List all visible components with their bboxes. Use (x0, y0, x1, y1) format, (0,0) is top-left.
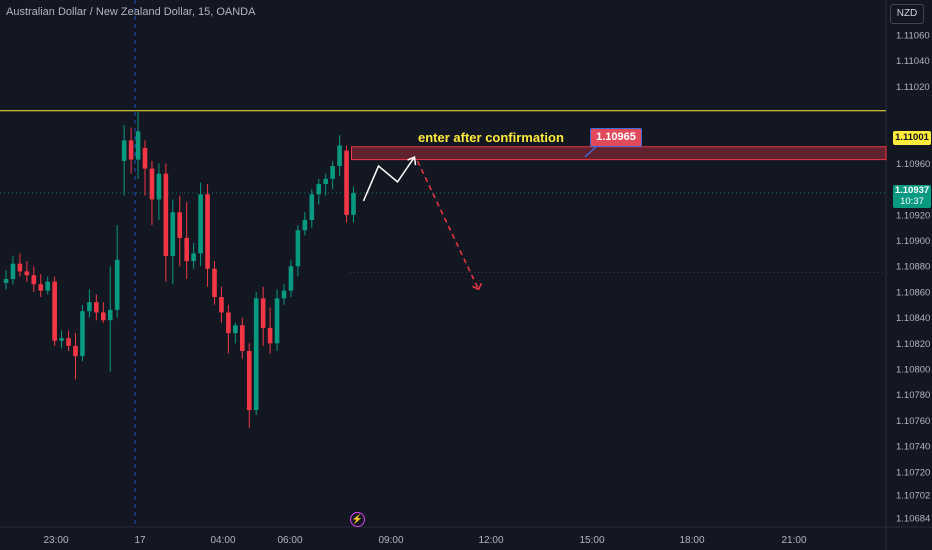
candle-body (219, 297, 224, 313)
candle-body (128, 140, 134, 160)
y-tick-label: 1.10684 (896, 514, 930, 525)
x-tick-label: 09:00 (378, 535, 403, 546)
candle-body (309, 194, 315, 220)
horizontal-level-price-tag: 1.11001 (893, 131, 931, 145)
candle-body (107, 309, 113, 321)
target-price-callout[interactable]: 1.10965 (590, 128, 642, 147)
candle-body (337, 145, 342, 167)
currency-button[interactable]: NZD (890, 4, 924, 24)
bar-countdown: 10:37 (900, 195, 924, 207)
candles-layer (3, 112, 356, 429)
candle-body (205, 194, 210, 269)
candle-body (316, 184, 322, 195)
candle-body (212, 268, 217, 298)
candle-body (260, 298, 266, 328)
y-tick-label: 1.10840 (896, 313, 930, 324)
candle-body (94, 302, 99, 313)
resistance-zone (351, 146, 887, 161)
y-tick-label: 1.10702 (896, 490, 930, 501)
candle-body (226, 312, 231, 334)
candle-body (156, 173, 162, 200)
candle-body (31, 275, 37, 285)
y-tick-label: 1.10760 (896, 416, 930, 427)
candle-body (246, 351, 252, 411)
candle-body (295, 230, 301, 267)
candle-body (135, 131, 141, 160)
candle-body (17, 263, 23, 272)
annotation-text[interactable]: enter after confirmation (418, 130, 564, 145)
candle-body (66, 338, 71, 346)
projection-down-arrowhead (472, 283, 483, 291)
candle-body (170, 212, 176, 256)
candle-body (45, 281, 50, 291)
y-tick-label: 1.10900 (896, 236, 930, 247)
candle-body (52, 281, 57, 341)
drawings-layer (0, 110, 887, 291)
candle-body (281, 290, 287, 299)
x-tick-label: 12:00 (478, 535, 503, 546)
candle-body (10, 263, 16, 280)
y-tick-label: 1.10880 (896, 262, 930, 273)
candle-body (184, 237, 189, 262)
projection-down-path (416, 160, 480, 290)
candle-body (198, 194, 203, 254)
candle-body (163, 173, 169, 256)
x-tick-label: 04:00 (210, 535, 235, 546)
candle-body (80, 311, 85, 357)
last-price-value: 1.10937 (894, 185, 930, 196)
projection-up-arrowhead (407, 155, 417, 166)
candle-body (240, 325, 245, 352)
candle-body (267, 327, 273, 344)
candle-body (38, 284, 44, 291)
candle-body (233, 325, 238, 334)
candle-body (330, 166, 335, 179)
y-tick-label: 1.10740 (896, 442, 930, 453)
candle-body (24, 271, 30, 276)
x-tick-label: 21:00 (781, 535, 806, 546)
candle-body (149, 168, 155, 200)
x-tick-label: 23:00 (43, 535, 68, 546)
y-tick-label: 1.11040 (896, 56, 930, 67)
lightning-icon[interactable]: ⚡ (350, 512, 365, 527)
y-tick-label: 1.11020 (896, 82, 930, 93)
candle-body (3, 279, 9, 283)
candle-body (87, 302, 92, 312)
y-tick-label: 1.10960 (896, 159, 930, 170)
y-tick-label: 1.10800 (896, 364, 930, 375)
candle-body (101, 312, 106, 321)
x-tick-label: 06:00 (277, 535, 302, 546)
y-tick-label: 1.11060 (896, 31, 930, 42)
candle-body (302, 219, 308, 231)
candle-body (323, 178, 328, 185)
y-tick-label: 1.10860 (896, 287, 930, 298)
candle-body (142, 148, 148, 169)
candle-body (274, 298, 280, 344)
candle-body (191, 253, 196, 262)
y-tick-label: 1.10720 (896, 467, 930, 478)
last-price-tag: 1.10937 10:37 (893, 185, 931, 208)
candle-body (253, 298, 259, 411)
y-tick-label: 1.10820 (896, 339, 930, 350)
candle-body (344, 150, 349, 215)
candle-body (73, 345, 78, 357)
x-tick-label: 15:00 (579, 535, 604, 546)
candle-body (177, 212, 183, 238)
x-tick-label: 18:00 (679, 535, 704, 546)
candle-body (114, 259, 120, 310)
axes-layer: 1.110601.110401.110201.109801.109601.109… (43, 31, 930, 547)
y-tick-label: 1.10920 (896, 210, 930, 221)
y-tick-label: 1.10780 (896, 390, 930, 401)
symbol-title: Australian Dollar / New Zealand Dollar, … (6, 6, 256, 18)
candle-body (351, 193, 356, 215)
candle-body (121, 140, 127, 161)
candle-body (59, 338, 64, 341)
x-tick-label: 17 (134, 535, 146, 546)
candle-body (288, 266, 294, 291)
projection-up-path (362, 156, 416, 202)
callout-pointer (584, 144, 599, 158)
